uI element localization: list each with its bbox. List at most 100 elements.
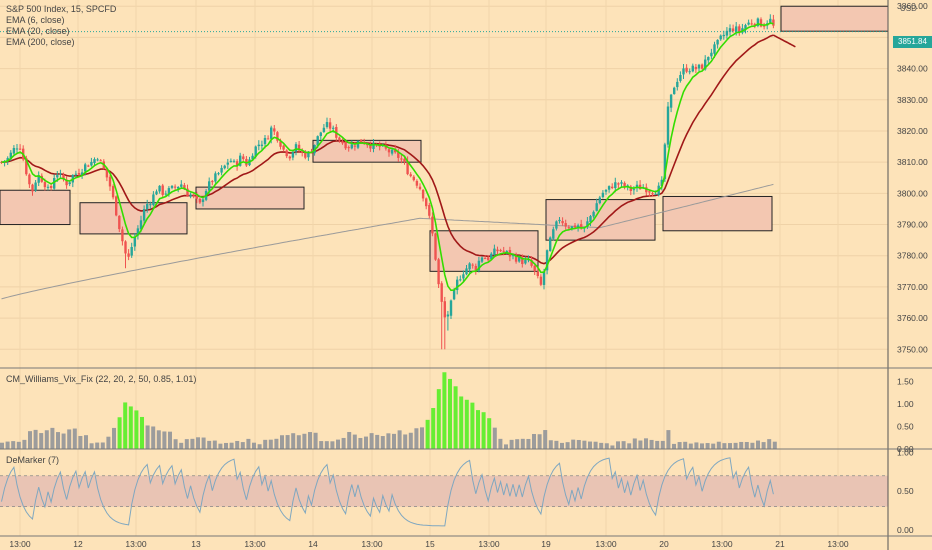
vix-bar: [733, 442, 738, 449]
vix-bar: [392, 433, 396, 449]
candle-body: [80, 172, 84, 176]
candle-body: [412, 176, 415, 181]
vix-bar: [621, 441, 626, 449]
vix-bar: [565, 442, 570, 449]
candle-body: [214, 173, 217, 182]
zone-rectangles[interactable]: [0, 5, 889, 272]
candle-body: [753, 23, 756, 26]
candle-body: [651, 193, 654, 195]
candle-body: [0, 162, 3, 164]
vix-bar: [660, 440, 665, 449]
zone-rectangle[interactable]: [545, 199, 656, 241]
candle-body: [576, 225, 580, 227]
candle-body: [620, 182, 623, 184]
candle-body: [390, 149, 394, 154]
time-tick-label: 13:00: [361, 539, 383, 549]
vix-bar: [554, 440, 559, 449]
vix-bar: [638, 440, 643, 449]
candle-body: [31, 184, 34, 192]
vix-bar: [386, 433, 391, 449]
vix-bar: [616, 441, 620, 449]
candle-body: [266, 138, 270, 140]
candle-body: [328, 122, 332, 129]
zone-rectangle[interactable]: [195, 186, 305, 210]
candle-body: [487, 257, 490, 261]
time-tick-label: 21: [775, 539, 785, 549]
vix-bar: [593, 441, 598, 449]
demarker-tick-label: 0.00: [897, 525, 914, 535]
vix-legend: CM_Williams_Vix_Fix (22, 20, 2, 50, 0.85…: [6, 374, 196, 385]
vix-bar: [515, 439, 520, 449]
candle-body: [288, 156, 291, 159]
zone-rectangle[interactable]: [79, 202, 188, 235]
time-tick-label: 13:00: [244, 539, 266, 549]
zone-rectangle[interactable]: [662, 195, 773, 232]
candle-body: [118, 215, 121, 230]
vix-bar: [576, 439, 581, 449]
candle-body: [443, 301, 446, 318]
ema200-path: [1, 183, 774, 300]
candle-body: [96, 159, 99, 161]
candle-body: [155, 191, 158, 195]
time-tick-label: 20: [659, 539, 669, 549]
price-tick-label: 3760.00: [897, 313, 928, 323]
vix-bar: [750, 442, 755, 449]
vix-bar: [39, 433, 44, 449]
time-tick-label: 12: [73, 539, 83, 549]
candle-body: [428, 205, 431, 216]
vix-bar: [268, 439, 273, 449]
candle-body: [65, 179, 68, 186]
vix-bar: [498, 438, 503, 449]
vix-bar: [655, 440, 660, 449]
candle-body: [713, 44, 716, 54]
candle-body: [263, 137, 267, 145]
price-tick-label: 3790.00: [897, 220, 928, 230]
vix-bar: [313, 432, 318, 449]
candle-body: [511, 255, 515, 257]
candle-body: [257, 144, 260, 147]
vix-bar: [588, 441, 592, 449]
vix-bar: [688, 443, 693, 449]
zone-rectangle[interactable]: [780, 5, 889, 32]
candle-body: [173, 186, 177, 188]
vix-tick-label: 0.50: [897, 421, 914, 431]
zone-rectangle[interactable]: [0, 189, 71, 226]
candle-body: [530, 260, 533, 266]
candle-body: [558, 219, 561, 222]
candle-body: [735, 26, 738, 32]
candle-body: [350, 144, 353, 149]
vix-bar: [78, 435, 83, 449]
candle-body: [518, 257, 521, 262]
candle-body: [536, 271, 539, 277]
candle-body: [549, 237, 552, 252]
vix-bar: [492, 427, 497, 449]
vix-bar: [756, 440, 760, 449]
ema200-line: [1, 183, 774, 300]
time-tick-label: 14: [308, 539, 318, 549]
x-axis-labels[interactable]: 13:00 12 13:00 13 13:00 14 13:00 15 13:00 19 13:00…: [9, 539, 849, 549]
vix-bar: [543, 430, 548, 449]
candle-body: [59, 173, 62, 175]
candle-body: [607, 186, 611, 190]
candle-body: [242, 156, 245, 160]
vix-bar: [632, 438, 637, 449]
candle-body: [505, 251, 508, 253]
candle-body: [704, 59, 707, 70]
candle-body: [437, 259, 440, 285]
candle-body: [421, 189, 425, 199]
vix-bar: [537, 434, 542, 449]
vix-title: CM_Williams_Vix_Fix (22, 20, 2, 50, 0.85…: [6, 374, 197, 384]
candle-body: [502, 250, 505, 252]
candle-body: [555, 221, 558, 229]
vix-bar: [627, 443, 632, 449]
vix-bar: [296, 435, 301, 449]
vix-bar: [683, 441, 688, 449]
candle-body: [614, 182, 617, 189]
candle-body: [282, 145, 285, 150]
vix-bar: [0, 442, 4, 449]
candle-body: [167, 188, 171, 195]
candle-body: [580, 224, 583, 229]
vix-bar: [246, 438, 251, 449]
vix-bar: [739, 441, 744, 449]
